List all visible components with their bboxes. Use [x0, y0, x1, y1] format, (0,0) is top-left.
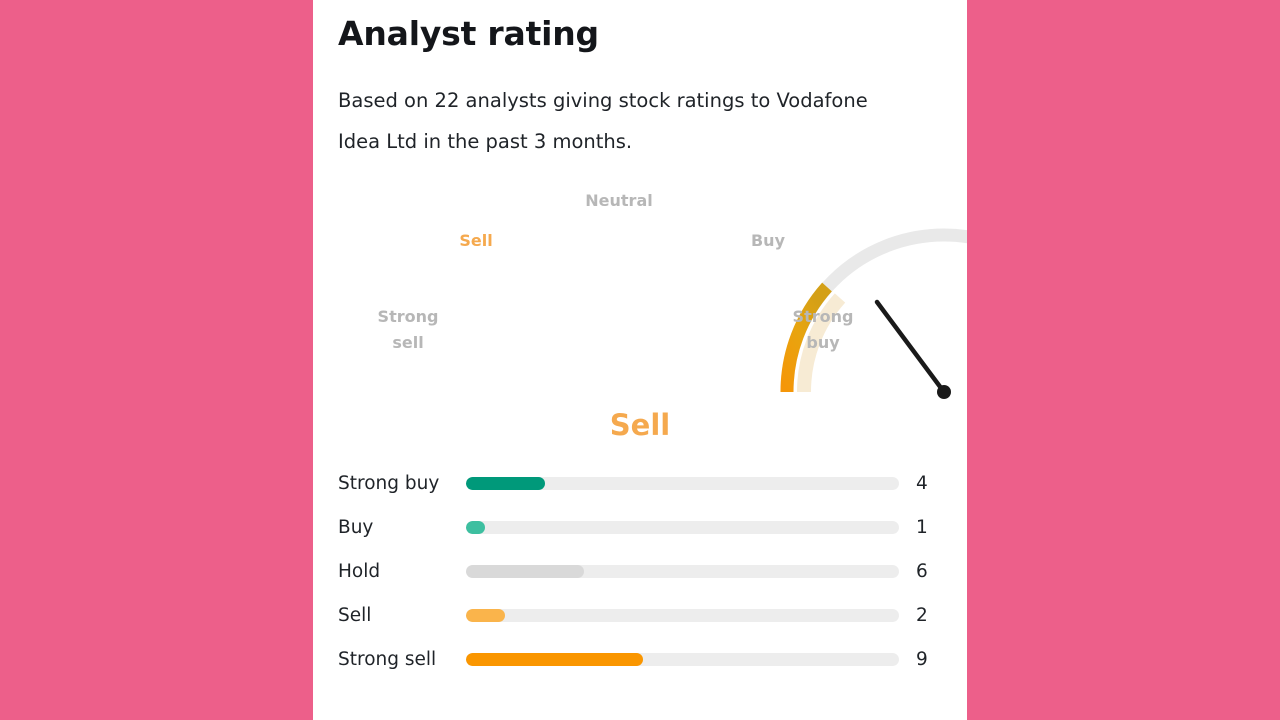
- gauge-active-arc: [780, 282, 832, 393]
- gauge-svg: [780, 228, 967, 399]
- table-row: Strong sell 9: [338, 646, 942, 690]
- row-bar-track-hold: [466, 565, 899, 578]
- row-bar-track-sell: [466, 609, 899, 622]
- row-bar-track-buy: [466, 521, 899, 534]
- row-count-strong-sell: 9: [916, 649, 928, 670]
- analyst-rating-gauge: Strong sell Sell Neutral Buy Strong buy …: [313, 178, 967, 463]
- row-bar-track-strong-buy: [466, 477, 899, 490]
- row-bar-fill-strong-buy: [466, 477, 545, 490]
- row-label-strong-buy: Strong buy: [338, 473, 440, 494]
- row-count-hold: 6: [916, 561, 928, 582]
- gauge-label-buy: Buy: [750, 231, 785, 250]
- gauge-label-sell: Sell: [459, 231, 493, 250]
- gauge-readout-value: Sell: [609, 408, 671, 442]
- analyst-rating-card: Analyst rating Based on 22 analysts givi…: [313, 0, 967, 720]
- gauge-needle-hub: [937, 385, 951, 399]
- gauge-needle: [874, 299, 947, 395]
- gauge-label-neutral: Neutral: [585, 191, 653, 210]
- row-bar-fill-sell: [466, 609, 506, 622]
- row-bar-track-strong-sell: [466, 653, 899, 666]
- table-row: Hold 6: [338, 558, 942, 602]
- gauge-label-strong-buy: Strong buy: [792, 307, 854, 352]
- row-label-sell: Sell: [338, 605, 372, 626]
- page-title: Analyst rating: [338, 14, 599, 53]
- table-row: Buy 1: [338, 514, 942, 558]
- row-label-strong-sell: Strong sell: [338, 649, 437, 670]
- row-count-sell: 2: [916, 605, 928, 626]
- row-count-buy: 1: [916, 517, 928, 538]
- rating-distribution-list: Strong buy 4 Buy 1 Hold 6: [338, 470, 942, 690]
- table-row: Strong buy 4: [338, 470, 942, 514]
- row-label-buy: Buy: [338, 517, 374, 538]
- gauge-label-strong-sell: Strong sell: [377, 307, 439, 352]
- row-count-strong-buy: 4: [916, 473, 928, 494]
- row-bar-fill-hold: [466, 565, 585, 578]
- card-subtitle: Based on 22 analysts giving stock rating…: [338, 89, 868, 153]
- row-bar-fill-buy: [466, 521, 486, 534]
- row-bar-fill-strong-sell: [466, 653, 644, 666]
- table-row: Sell 2: [338, 602, 942, 646]
- row-label-hold: Hold: [338, 561, 381, 582]
- gauge-active-inner-arc: [796, 293, 846, 393]
